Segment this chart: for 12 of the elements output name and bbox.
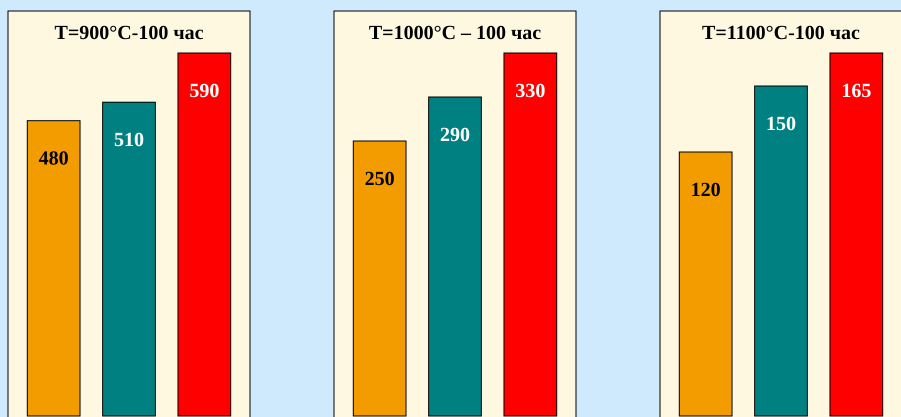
chart-title: T=1100°C-100 час: [702, 22, 860, 44]
data-label: 480: [38, 148, 69, 170]
data-label: 250: [364, 168, 395, 190]
data-label: 165: [841, 80, 872, 102]
data-label: 290: [440, 124, 470, 146]
chart-title: T=900°C-100 час: [54, 22, 204, 44]
data-label: 330: [515, 80, 546, 102]
data-label: 120: [690, 179, 721, 201]
data-label: 510: [114, 129, 144, 152]
data-label: 590: [189, 80, 220, 102]
chart-title: T=1000°C – 100 час: [368, 22, 542, 44]
data-label: 150: [766, 113, 796, 135]
